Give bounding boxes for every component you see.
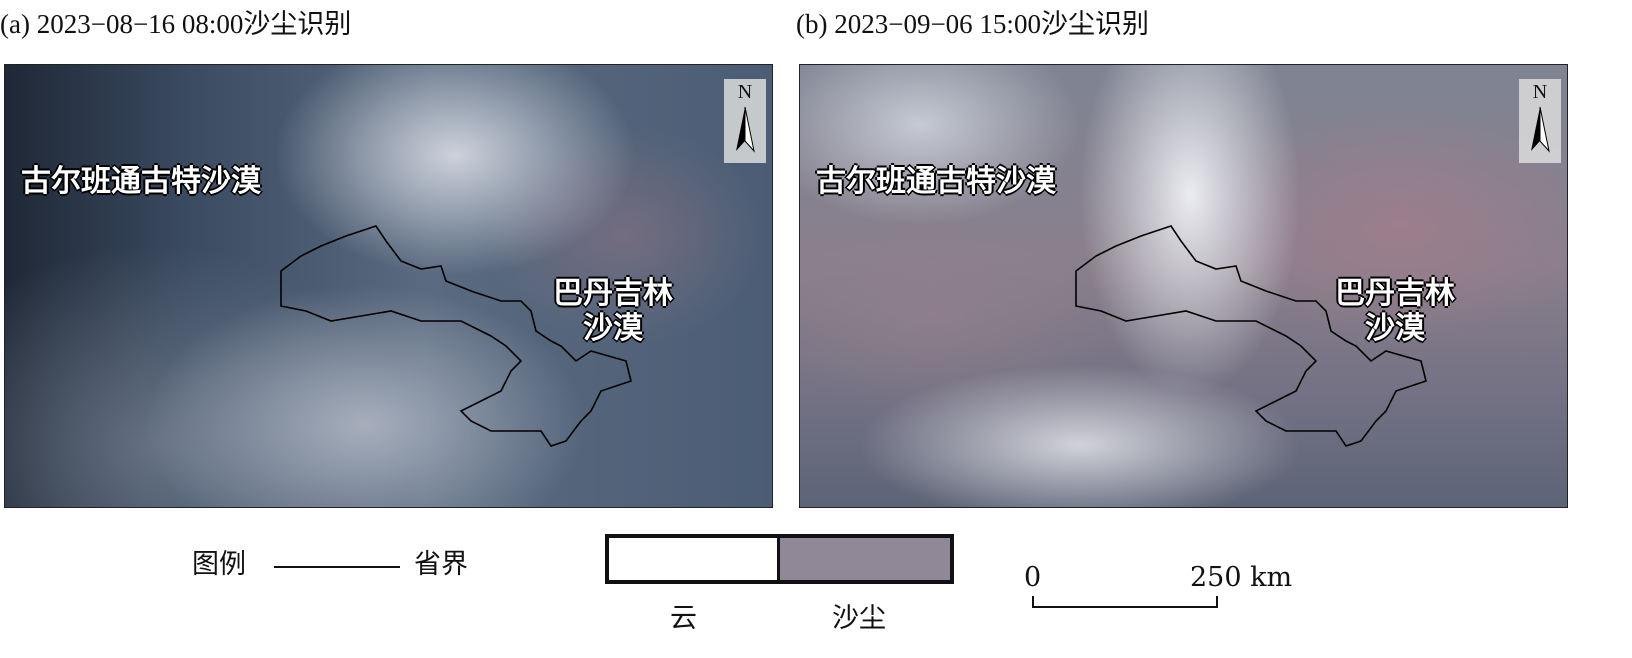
boundary-legend-line	[274, 566, 400, 568]
scale-start: 0	[1024, 562, 1042, 593]
dust-legend-label: 沙尘	[832, 603, 886, 634]
satellite-image-a: 古尔班通古特沙漠 巴丹吉林 沙漠 N	[4, 64, 773, 508]
north-arrow-icon: N	[724, 79, 766, 163]
dust-swatch	[777, 534, 954, 584]
scale-end: 250 km	[1190, 562, 1293, 593]
badain-jaran-label: 巴丹吉林 沙漠	[1335, 276, 1455, 346]
north-arrow-icon: N	[1519, 79, 1561, 163]
scale-bar	[1032, 596, 1218, 608]
boundary-legend-label: 省界	[414, 549, 468, 580]
cloud-legend-label: 云	[670, 603, 697, 634]
province-boundary	[280, 225, 632, 447]
legend-title: 图例	[192, 549, 246, 580]
panel-a-title: (a) 2023−08−16 08:00沙尘识别	[0, 9, 352, 39]
badain-jaran-label: 巴丹吉林 沙漠	[553, 276, 673, 346]
satellite-image-b: 古尔班通古特沙漠 巴丹吉林 沙漠 N	[799, 64, 1568, 508]
panel-b-title: (b) 2023−09−06 15:00沙尘识别	[796, 9, 1149, 39]
gurbantunggut-label: 古尔班通古特沙漠	[816, 164, 1056, 199]
province-boundary	[1075, 225, 1427, 447]
cloud-swatch	[605, 534, 783, 584]
gurbantunggut-label: 古尔班通古特沙漠	[21, 164, 261, 199]
